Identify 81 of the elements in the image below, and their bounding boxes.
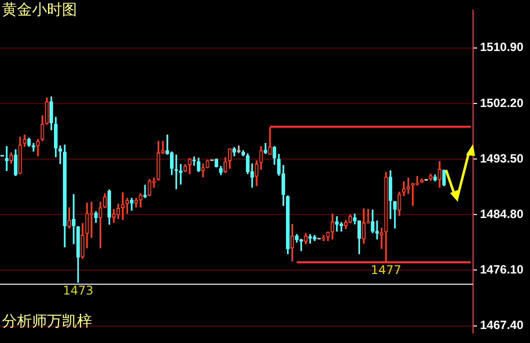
candlestick bbox=[130, 198, 134, 211]
candlestick bbox=[36, 138, 40, 156]
candlestick bbox=[442, 170, 446, 186]
candlestick bbox=[357, 220, 362, 254]
candlestick bbox=[112, 208, 116, 223]
candlestick bbox=[241, 150, 246, 156]
candlestick bbox=[420, 178, 424, 183]
candlestick bbox=[49, 96, 54, 130]
candlestick bbox=[402, 181, 406, 196]
y-tick-label: 1502.20 bbox=[480, 96, 524, 110]
candlestick bbox=[134, 198, 138, 208]
candlestick bbox=[14, 149, 18, 176]
candlestick bbox=[438, 161, 442, 188]
candlestick bbox=[90, 202, 94, 238]
candlestick bbox=[224, 157, 228, 173]
candlestick bbox=[246, 153, 250, 174]
candlestick bbox=[259, 146, 263, 170]
candlestick bbox=[62, 144, 67, 248]
candlestick bbox=[326, 232, 330, 242]
candlestick bbox=[174, 154, 178, 190]
candlestick bbox=[196, 158, 200, 172]
candlestick bbox=[67, 207, 71, 228]
candlestick bbox=[380, 228, 384, 249]
candlestick bbox=[116, 204, 120, 220]
candlestick bbox=[272, 146, 276, 165]
candlestick bbox=[286, 195, 290, 254]
candlestick bbox=[290, 224, 294, 262]
candlestick bbox=[322, 234, 326, 242]
candlestick bbox=[183, 164, 188, 172]
y-tick-label: 1510.90 bbox=[480, 40, 524, 54]
y-tick-label: 1493.50 bbox=[480, 151, 524, 166]
candlestick bbox=[72, 194, 76, 244]
candlestick bbox=[393, 201, 397, 228]
candlestick bbox=[80, 223, 84, 259]
candlestick bbox=[228, 148, 232, 169]
candlestick bbox=[388, 170, 392, 220]
candlestick bbox=[192, 156, 196, 166]
annotation: 1473 bbox=[62, 284, 94, 298]
candlestick bbox=[107, 190, 112, 225]
candlestick bbox=[32, 143, 36, 152]
candlestick bbox=[362, 208, 366, 244]
candlestick bbox=[156, 140, 160, 180]
candlestick bbox=[4, 146, 9, 171]
candlestick bbox=[206, 160, 210, 168]
candlestick bbox=[94, 211, 98, 223]
candlestick bbox=[76, 226, 80, 283]
candlestick bbox=[103, 193, 107, 208]
candlestick bbox=[125, 198, 130, 214]
candlestick bbox=[201, 163, 205, 178]
candlestick bbox=[268, 127, 272, 155]
candlestick bbox=[433, 174, 437, 182]
candlestick bbox=[188, 158, 192, 174]
chart-title: 黄金小时图 bbox=[2, 0, 77, 18]
candlestick bbox=[18, 136, 22, 174]
candlestick bbox=[9, 152, 13, 164]
candlestick bbox=[330, 214, 334, 240]
candlestick bbox=[54, 116, 58, 158]
candlestick bbox=[344, 220, 348, 230]
candlestick bbox=[375, 220, 379, 240]
y-tick-label: 1484.80 bbox=[480, 206, 524, 221]
annotation: 1477 bbox=[370, 263, 402, 278]
candlestick bbox=[148, 179, 152, 196]
candlestick bbox=[264, 143, 268, 154]
candlestick bbox=[236, 146, 241, 154]
candlestick bbox=[294, 234, 299, 243]
candlestick bbox=[384, 172, 388, 262]
candlestick bbox=[170, 151, 174, 176]
annotation: 分析师万凯梓 bbox=[2, 312, 92, 330]
candlestick bbox=[299, 238, 304, 252]
candlestick bbox=[214, 158, 218, 168]
y-tick-label: 1476.10 bbox=[480, 262, 524, 277]
candlestick bbox=[143, 184, 147, 198]
candlestick bbox=[27, 138, 31, 147]
candlestick bbox=[138, 193, 142, 208]
candlestick bbox=[219, 166, 223, 176]
candlestick bbox=[85, 202, 89, 248]
candlestick bbox=[312, 234, 316, 242]
candlestick bbox=[45, 98, 49, 124]
candlestick bbox=[22, 134, 26, 147]
y-tick-label: 1467.40 bbox=[480, 318, 524, 332]
candlestick bbox=[348, 214, 352, 224]
